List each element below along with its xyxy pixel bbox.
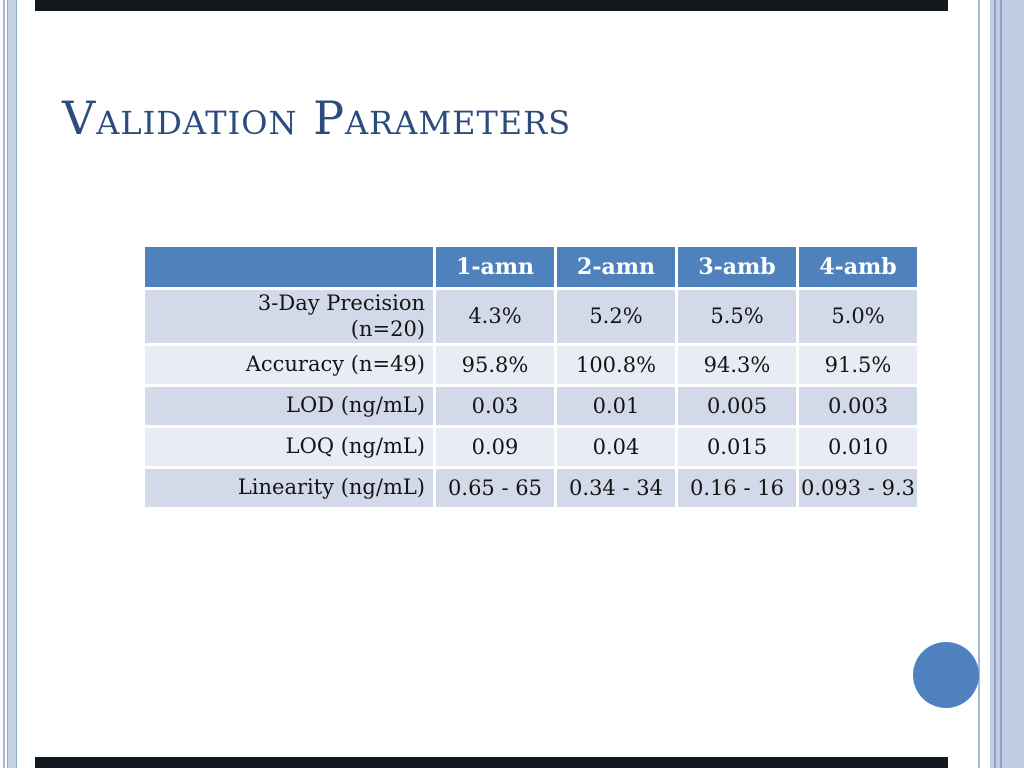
table-cell: 95.8% bbox=[436, 345, 554, 384]
validation-parameters-table: 1-amn 2-amn 3-amb 4-amb 3-Day Precision … bbox=[142, 244, 920, 510]
table-cell: 0.010 bbox=[799, 427, 917, 466]
table-cell: 91.5% bbox=[799, 345, 917, 384]
table-cell: 0.003 bbox=[799, 386, 917, 425]
table-cell: 100.8% bbox=[557, 345, 675, 384]
table-cell: 0.16 - 16 bbox=[678, 468, 796, 507]
table-row-linearity: Linearity (ng/mL) 0.65 - 65 0.34 - 34 0.… bbox=[145, 468, 917, 507]
table-cell: 5.2% bbox=[557, 290, 675, 343]
column-header-1-amn: 1-amn bbox=[436, 247, 554, 287]
table-cell: 0.34 - 34 bbox=[557, 468, 675, 507]
table-cell: 0.01 bbox=[557, 386, 675, 425]
right-edge-line bbox=[978, 0, 980, 768]
left-edge-band bbox=[7, 0, 17, 768]
row-label: LOQ (ng/mL) bbox=[145, 427, 433, 466]
slide-title: Validation Parameters bbox=[62, 91, 572, 145]
right-band-inner-line bbox=[1000, 0, 1002, 768]
row-label: Accuracy (n=49) bbox=[145, 345, 433, 384]
table-cell: 0.005 bbox=[678, 386, 796, 425]
row-label: 3-Day Precision (n=20) bbox=[145, 290, 433, 343]
accent-circle bbox=[913, 642, 979, 708]
column-header-4-amb: 4-amb bbox=[799, 247, 917, 287]
table-cell: 0.03 bbox=[436, 386, 554, 425]
table-header-row: 1-amn 2-amn 3-amb 4-amb bbox=[145, 247, 917, 287]
column-header-3-amb: 3-amb bbox=[678, 247, 796, 287]
table-row-precision: 3-Day Precision (n=20) 4.3% 5.2% 5.5% 5.… bbox=[145, 290, 917, 343]
table-row-lod: LOD (ng/mL) 0.03 0.01 0.005 0.003 bbox=[145, 386, 917, 425]
table-cell: 0.09 bbox=[436, 427, 554, 466]
table-row-loq: LOQ (ng/mL) 0.09 0.04 0.015 0.010 bbox=[145, 427, 917, 466]
column-header-blank bbox=[145, 247, 433, 287]
row-label: LOD (ng/mL) bbox=[145, 386, 433, 425]
row-label: Linearity (ng/mL) bbox=[145, 468, 433, 507]
table-cell: 5.0% bbox=[799, 290, 917, 343]
table-cell: 0.65 - 65 bbox=[436, 468, 554, 507]
bottom-border-bar bbox=[35, 757, 948, 768]
top-border-bar bbox=[35, 0, 948, 11]
table-cell: 0.093 - 9.3 bbox=[799, 468, 917, 507]
right-band-inner-line bbox=[994, 0, 996, 768]
table-cell: 4.3% bbox=[436, 290, 554, 343]
table-cell: 5.5% bbox=[678, 290, 796, 343]
column-header-2-amn: 2-amn bbox=[557, 247, 675, 287]
right-edge-band bbox=[990, 0, 1024, 768]
table-cell: 94.3% bbox=[678, 345, 796, 384]
table-cell: 0.04 bbox=[557, 427, 675, 466]
left-edge-line bbox=[3, 0, 5, 768]
table-cell: 0.015 bbox=[678, 427, 796, 466]
table-row-accuracy: Accuracy (n=49) 95.8% 100.8% 94.3% 91.5% bbox=[145, 345, 917, 384]
